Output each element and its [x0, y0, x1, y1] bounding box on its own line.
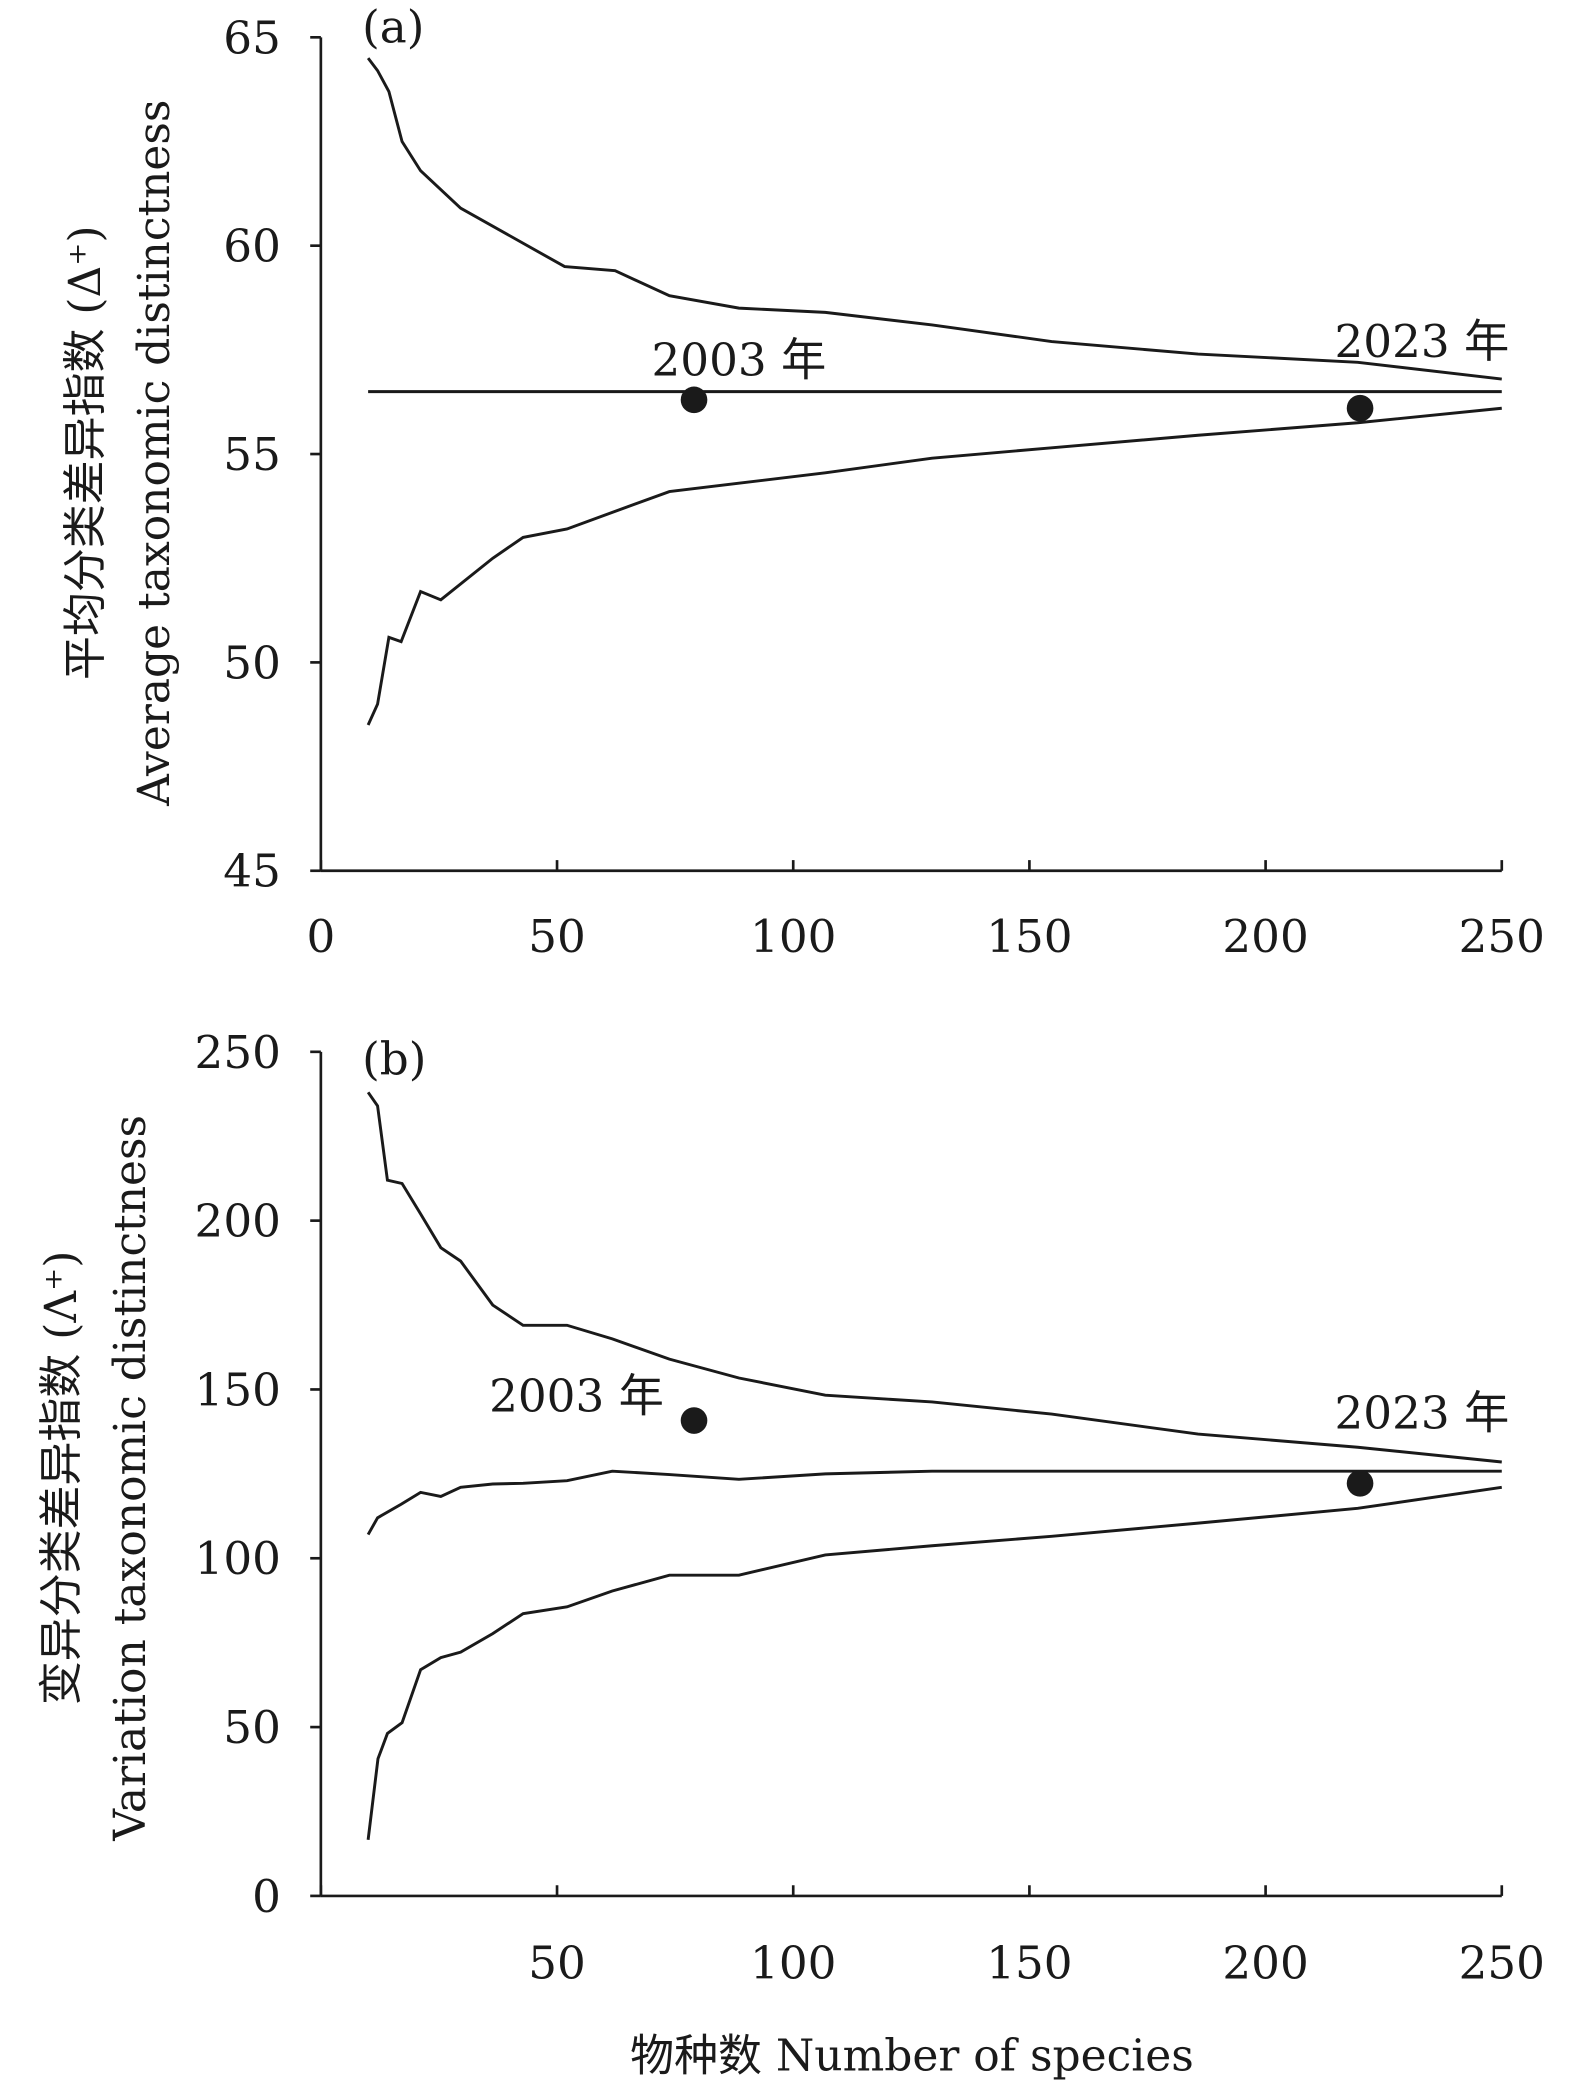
data-point-2003 — [680, 386, 708, 414]
panel-b-variation-taxonomic-distinctness: 0 50 100 150 200 250 50 100 150 200 250 2003 年 2023 … — [36, 1026, 1545, 1990]
x-axis-label: 物种数 Number of species — [630, 2030, 1194, 2081]
x-tick-label: 250 — [1459, 910, 1545, 963]
y-tick-label: 50 — [223, 1701, 281, 1754]
point-annotation: 2003 年 — [489, 1369, 664, 1422]
y-tick-label: 250 — [195, 1026, 281, 1079]
panel-a-average-taxonomic-distinctness: 45 50 55 60 65 0 50 100 150 200 250 2003 年 2023 年 (a)… — [60, 1, 1545, 963]
series-line-lower — [366, 1485, 1502, 1841]
x-tick-label: 200 — [1222, 1936, 1308, 1989]
x-tick-label: 50 — [528, 1936, 586, 1989]
data-point-2003 — [680, 1407, 708, 1434]
x-tick-label: 0 — [306, 910, 335, 963]
point-annotation: 2023 年 — [1334, 315, 1509, 368]
y-tick-label: 100 — [195, 1532, 281, 1585]
y-tick-label: 55 — [223, 428, 281, 481]
x-tick-label: 200 — [1222, 910, 1308, 963]
y-axis-label-en: Variation taxonomic distinctness — [105, 1115, 156, 1842]
point-annotation: 2003 年 — [652, 333, 827, 386]
y-tick-label: 65 — [223, 11, 281, 64]
y-tick-label: 200 — [195, 1195, 281, 1248]
x-tick-label: 50 — [528, 910, 586, 963]
x-tick-label: 100 — [750, 1936, 836, 1989]
y-tick-label: 150 — [195, 1363, 281, 1416]
x-tick-label: 100 — [750, 910, 836, 963]
y-axis-label-en: Average taxonomic distinctness — [129, 100, 180, 807]
x-tick-label: 150 — [986, 910, 1072, 963]
data-point-2023 — [1346, 394, 1374, 422]
series-line-mean — [366, 1469, 1502, 1536]
data-point-2023 — [1346, 1470, 1374, 1497]
point-annotation: 2023 年 — [1334, 1387, 1509, 1440]
y-tick-label: 60 — [223, 220, 281, 273]
y-tick-label: 50 — [223, 636, 281, 689]
series-line-upper — [366, 1091, 1502, 1464]
x-tick-label: 250 — [1459, 1936, 1545, 1989]
y-tick-label: 45 — [223, 845, 281, 898]
x-tick-label: 150 — [986, 1936, 1072, 1989]
y-axis-label-cn: 平均分类差异指数 (Δ⁺) — [60, 225, 111, 680]
panel-label: (a) — [362, 1, 424, 54]
y-tick-label: 0 — [252, 1870, 281, 1923]
panel-label: (b) — [362, 1032, 426, 1085]
series-line-lower — [366, 406, 1502, 726]
series-line-upper — [366, 57, 1502, 381]
y-axis-label-cn: 变异分类差异指数 (Λ⁺) — [36, 1251, 87, 1706]
